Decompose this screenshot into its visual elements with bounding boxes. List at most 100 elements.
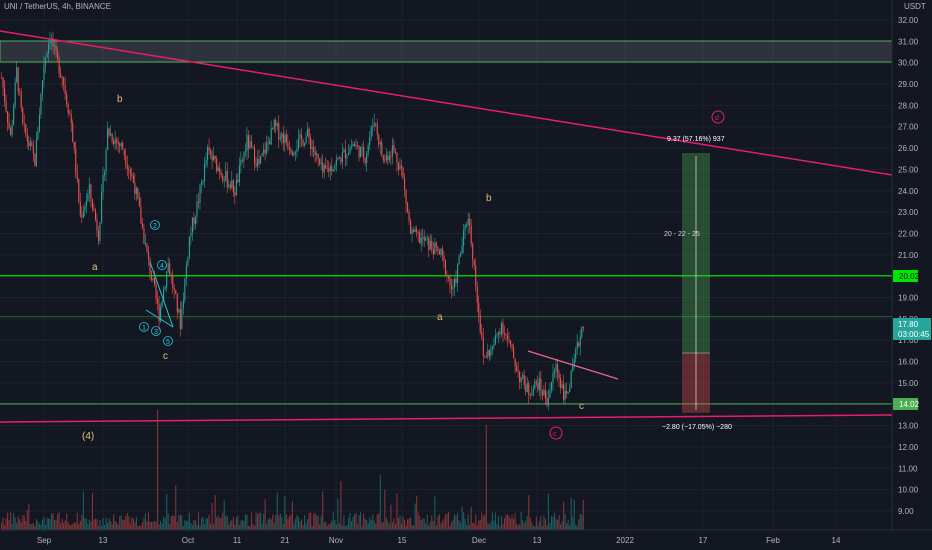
candle-body: [208, 147, 210, 151]
volume-bar: [214, 494, 216, 530]
candle-body: [316, 153, 318, 156]
candle-body: [272, 128, 274, 130]
candle-body: [522, 374, 524, 378]
candle-body: [510, 340, 512, 345]
volume-bar: [390, 504, 392, 530]
candle-body: [282, 133, 284, 144]
volume-bar: [243, 521, 245, 530]
svg-text:3: 3: [154, 329, 158, 336]
candle-body: [190, 232, 192, 237]
candle-body: [432, 249, 434, 255]
candle-body: [31, 142, 33, 147]
svg-text:c: c: [553, 431, 557, 438]
volume-bar: [116, 522, 118, 530]
volume-bar: [226, 515, 228, 530]
volume-bar: [237, 515, 239, 530]
volume-bar: [325, 521, 327, 530]
volume-bar: [416, 495, 418, 530]
candle-body: [425, 238, 427, 241]
lower-trendline[interactable]: [0, 414, 893, 423]
candle-body: [200, 182, 203, 186]
candle-body: [370, 126, 372, 138]
price-tick-15: 17.00: [898, 336, 919, 345]
svg-text:5: 5: [166, 339, 170, 346]
volume-bar: [413, 525, 415, 530]
candle-body: [322, 162, 324, 173]
upper-trendline[interactable]: [0, 30, 893, 176]
circled-wave-4: 4: [157, 260, 167, 270]
volume-bar: [379, 475, 381, 530]
candle-body: [579, 337, 581, 347]
time-tick-0: Sep: [37, 536, 52, 545]
volume-bar: [240, 520, 242, 530]
candle-body: [360, 147, 362, 158]
candle-body: [429, 241, 431, 250]
volume-bar: [396, 493, 398, 530]
volume-bar: [73, 522, 75, 530]
volume-bar: [179, 514, 181, 530]
candle-body: [232, 180, 234, 193]
candle-body: [413, 230, 415, 232]
volume-bar: [349, 512, 351, 530]
candle-body: [137, 188, 139, 199]
candle-body: [185, 265, 187, 279]
price-tick-2: 30.00: [898, 59, 919, 68]
candle-body: [535, 381, 537, 383]
candle-body: [257, 158, 259, 167]
short-resistance-line[interactable]: [527, 350, 619, 380]
candle-body: [416, 228, 418, 233]
volume-bar: [320, 515, 322, 530]
candle-body: [552, 372, 554, 383]
candle-body: [41, 80, 44, 94]
volume-bar: [184, 519, 186, 530]
time-tick-labels: Sep 13 Oct 11 21 Nov 15 Dec 13 2022 17 Feb 14: [37, 536, 841, 545]
candle-body: [450, 285, 453, 290]
candle-body: [131, 173, 133, 176]
volume-bar: [176, 522, 178, 530]
candle-body: [147, 251, 150, 259]
candle-body: [288, 148, 290, 150]
candle-body: [553, 370, 556, 373]
candle-body: [396, 153, 398, 163]
volume-bar: [247, 525, 250, 530]
candle-body: [375, 123, 377, 125]
volume-bar: [216, 517, 218, 530]
volume-bar: [364, 518, 366, 530]
price-tick-9: 23.00: [898, 208, 919, 217]
price-axis[interactable]: USDT 32.00 31.00 30.00 29.00 28.00 27.00 26.00…: [891, 0, 932, 530]
volume-bar: [400, 523, 403, 530]
candle-body: [210, 150, 212, 155]
price-tick-8: 24.00: [898, 187, 919, 196]
candle-body: [353, 143, 356, 147]
volume-bar: [378, 513, 380, 530]
candle-body: [397, 162, 400, 170]
volume-bar: [44, 524, 47, 530]
candle-body: [37, 131, 39, 140]
volume-bar: [537, 525, 539, 530]
candle-body: [513, 347, 515, 359]
candle-body: [379, 142, 381, 145]
volume-bar: [572, 516, 574, 530]
candle-body: [525, 384, 527, 393]
candle-body: [250, 141, 253, 147]
volume-bar: [129, 523, 131, 530]
candle-body: [161, 301, 163, 307]
volume-bar: [541, 525, 543, 530]
volume-bar: [107, 522, 109, 530]
volume-bar: [555, 519, 557, 530]
volume-bar: [446, 513, 448, 530]
candle-body: [344, 149, 347, 159]
candle-body: [357, 145, 359, 146]
candle-body: [558, 373, 560, 379]
time-axis[interactable]: Sep 13 Oct 11 21 Nov 15 Dec 13 2022 17 Feb 14: [0, 529, 932, 550]
volume-bar: [104, 525, 106, 530]
volume-bar: [453, 514, 456, 530]
volume-bar: [255, 512, 257, 530]
candle-body: [376, 123, 378, 135]
volume-bar: [426, 514, 428, 530]
volume-bar: [564, 514, 566, 530]
candle-body: [331, 166, 333, 172]
candle-body: [231, 180, 233, 189]
measure-tool[interactable]: [682, 152, 710, 413]
